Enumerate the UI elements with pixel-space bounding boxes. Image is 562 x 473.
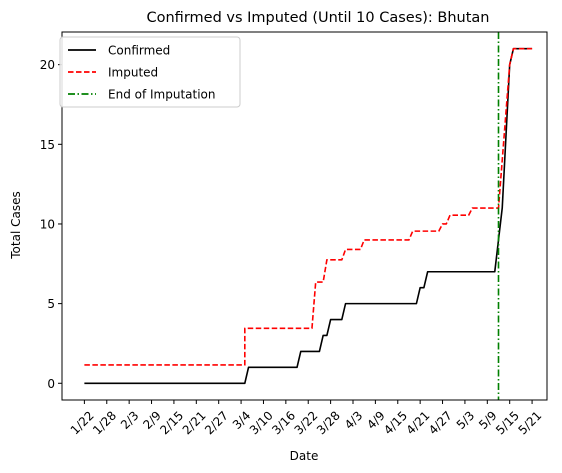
x-tick-label: 4/15 xyxy=(381,408,410,437)
x-tick-label: 4/3 xyxy=(342,408,366,432)
series-imputed-line xyxy=(84,47,533,366)
y-tick-label: 0 xyxy=(47,377,55,391)
chart-title: Confirmed vs Imputed (Until 10 Cases): B… xyxy=(147,10,490,26)
x-tick-label: 3/28 xyxy=(314,408,343,437)
x-tick-label: 4/27 xyxy=(426,408,455,437)
x-tick-label: 5/21 xyxy=(515,408,544,437)
plot-frame xyxy=(61,31,548,401)
y-axis-label: Total Cases xyxy=(9,191,23,259)
x-tick-label: 5/15 xyxy=(493,408,522,437)
legend: Confirmed Imputed End of Imputation xyxy=(59,36,241,108)
plot-area xyxy=(84,32,533,400)
x-tick-label: 2/27 xyxy=(202,408,231,437)
y-tick-label: 5 xyxy=(47,297,55,311)
legend-confirmed-label: Confirmed xyxy=(108,44,170,58)
x-tick-label: 2/3 xyxy=(118,408,142,432)
x-axis-label: Date xyxy=(290,449,319,463)
y-tick-label: 15 xyxy=(40,138,55,152)
legend-imputed-label: Imputed xyxy=(108,66,158,80)
legend-box xyxy=(59,36,241,108)
x-tick-label: 4/21 xyxy=(404,408,433,437)
y-tick-label: 10 xyxy=(40,217,55,231)
x-tick-label: 3/10 xyxy=(247,408,276,437)
x-tick-label: 3/22 xyxy=(292,408,321,437)
series-confirmed-line xyxy=(84,47,533,385)
x-tick-label: 2/15 xyxy=(157,408,186,437)
x-tick-label: 2/21 xyxy=(180,408,209,437)
x-tick-label: 1/28 xyxy=(90,408,119,437)
legend-end-of-imputation-label: End of Imputation xyxy=(108,88,216,102)
x-tick-label: 1/22 xyxy=(68,408,97,437)
y-tick-label: 20 xyxy=(40,58,55,72)
x-tick-label: 5/3 xyxy=(454,408,478,432)
x-tick-label: 3/16 xyxy=(269,408,298,437)
